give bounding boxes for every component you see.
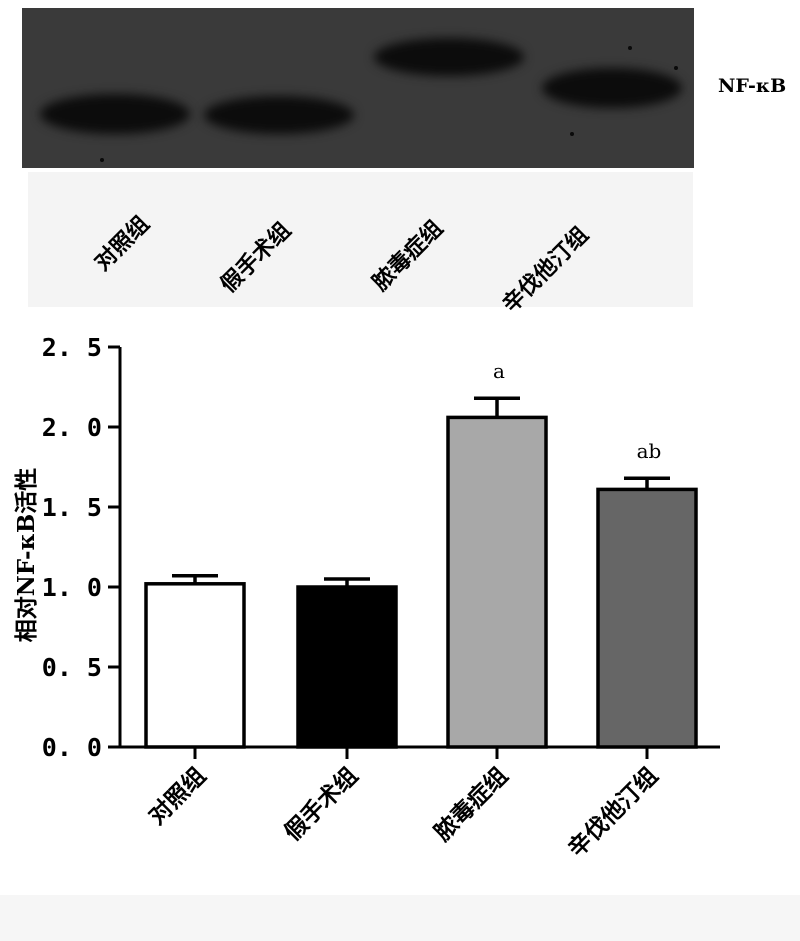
blot-lane-label: 对照组 (89, 210, 155, 276)
y-axis-title: 相对NF-κB活性 (13, 468, 40, 643)
blot-speck (100, 158, 104, 162)
bar-3 (446, 415, 548, 749)
blot-band-lane-4 (542, 68, 682, 108)
blot-lane-label: 假手术组 (215, 217, 297, 298)
blot-lane-label: 辛伐他汀组 (497, 221, 594, 318)
significance-annotation: a (493, 359, 505, 383)
y-tick-label: 0. 5 (42, 653, 102, 682)
blot-protein-label: NF-κB (718, 75, 787, 97)
blot-speck (628, 46, 632, 50)
bar-1 (144, 582, 246, 749)
y-tick-label: 1. 5 (42, 493, 102, 522)
x-tick-label: 辛伐他汀组 (563, 762, 663, 862)
blot-speck (674, 66, 678, 70)
bar-2 (296, 585, 398, 749)
bar-4 (596, 487, 698, 749)
x-tick-label: 假手术组 (279, 762, 363, 846)
blot-lane-labels-panel: 对照组 假手术组 脓毒症组 辛伐他汀组 (28, 172, 693, 318)
blot-band-lane-1 (40, 94, 190, 134)
blot-speck (570, 132, 574, 136)
western-blot-image (22, 8, 694, 168)
blot-lane-label: 脓毒症组 (367, 215, 449, 296)
x-tick-label: 对照组 (143, 762, 211, 830)
blot-band-lane-3 (374, 38, 524, 76)
significance-annotation: ab (637, 439, 662, 463)
y-tick-label: 1. 0 (42, 573, 102, 602)
x-tick-label: 脓毒症组 (428, 762, 513, 847)
y-tick-label: 0. 0 (42, 733, 102, 762)
y-tick-label: 2. 5 (42, 333, 102, 362)
y-tick-label: 2. 0 (42, 413, 102, 442)
blot-band-lane-2 (204, 96, 354, 134)
bottom-strip (0, 895, 800, 941)
